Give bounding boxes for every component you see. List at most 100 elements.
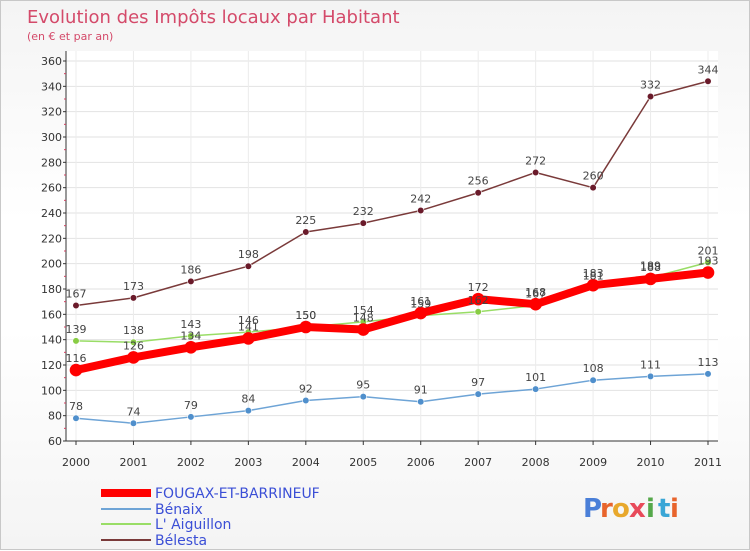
data-label: 172 [468,281,489,294]
legend-label: Bénaix [155,502,203,518]
data-label: 188 [640,261,661,274]
series-point [359,219,367,227]
data-label: 84 [241,393,255,406]
y-tick-label: 360 [41,55,62,68]
data-label: 201 [698,244,719,257]
logo-letter: P [583,494,602,524]
series-point [586,278,600,292]
data-label: 92 [299,382,313,395]
data-label: 183 [583,267,604,280]
data-label: 146 [238,314,259,327]
series-line [75,80,709,307]
data-label: 189 [640,260,661,273]
series-line [75,373,709,425]
data-label: 79 [184,399,198,412]
y-tick-label: 340 [41,80,62,93]
logo-letter: i [670,494,679,524]
series-point [72,301,80,310]
series-point [701,266,715,279]
series-point [704,370,712,378]
chart-subtitle: (en € et par an) [27,30,113,43]
series-point [127,351,140,364]
data-label: 272 [525,154,546,167]
data-label: 116 [66,352,87,365]
series-point [474,390,482,398]
logo-letter: r [600,494,613,524]
y-tick-label: 200 [41,258,62,271]
x-tick-label: 2007 [464,456,492,469]
data-label: 159 [410,298,431,311]
data-label: 154 [353,304,374,317]
chart-title: Evolution des Impôts locaux par Habitant [27,7,400,28]
data-label: 332 [640,78,661,91]
series-point [529,297,542,311]
data-label: 193 [698,255,719,268]
data-label: 74 [126,405,140,418]
legend-label: FOUGAX-ET-BARRINEUF [155,486,320,502]
logo-letter: x [629,494,646,524]
x-tick-label: 2004 [292,456,320,469]
data-label: 148 [353,312,374,325]
data-label: 162 [468,294,489,307]
series-point [129,294,138,302]
data-label: 173 [123,280,144,293]
series-point [72,414,80,422]
data-label: 168 [525,286,546,299]
x-tick-label: 2008 [522,456,550,469]
series-layer [69,77,715,427]
data-label: 260 [583,170,604,183]
series-point [704,258,712,267]
y-tick-label: 160 [41,308,62,321]
series-point [72,337,80,345]
y-tick-label: 300 [41,131,62,144]
series-point [644,272,657,286]
data-label: 134 [180,329,201,342]
plot-area [66,51,718,441]
series-point [244,262,252,270]
data-label: 95 [356,379,370,392]
series-point [532,385,540,393]
data-label: 167 [66,287,87,300]
proxiti-logo: Pr o x i t i [583,494,679,524]
y-tick-label: 100 [41,384,62,397]
data-label: 111 [640,358,661,371]
legend-label: L' Aiguillon [155,517,231,533]
data-label: 161 [410,295,431,308]
data-label: 181 [583,270,604,283]
data-label: 91 [414,384,428,397]
data-label: 150 [295,309,316,322]
data-label: 198 [238,248,259,261]
data-label: 256 [468,175,489,188]
series-point [129,338,138,346]
series-point [129,419,138,427]
data-label: 167 [525,287,546,300]
y-tick-label: 260 [41,182,62,195]
x-tick-label: 2003 [234,456,262,469]
series-point [359,393,367,401]
x-tick-label: 2006 [407,456,435,469]
series-point [646,372,655,381]
data-label: 225 [295,214,316,227]
x-tick-label: 2009 [579,456,607,469]
series-point [532,168,540,177]
x-tick-label: 2011 [694,456,722,469]
plot-background [66,51,718,441]
series-point [242,332,255,345]
y-tick-label: 280 [41,156,62,169]
data-label: 186 [180,263,201,276]
data-label: 97 [471,376,485,389]
series-point [184,340,198,354]
series-point [471,292,485,306]
data-label: 150 [295,309,316,322]
series-point [417,398,425,406]
data-labels: 139 138 143 146 150 154 159 162 167 181 189 201 116 1… [66,63,719,418]
series-point [302,396,310,405]
series-line [72,268,712,375]
series-point [187,332,195,340]
data-label: 101 [525,371,546,384]
data-label: 242 [410,192,431,205]
data-label: 126 [123,339,144,352]
data-label: 78 [69,400,83,413]
